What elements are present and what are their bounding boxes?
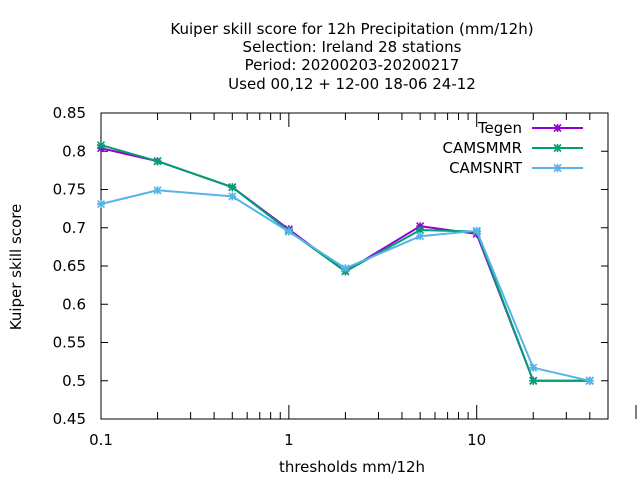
y-axis-label: Kuiper skill score <box>7 204 25 331</box>
y-tick-label: 0.45 <box>53 410 86 428</box>
legend: Tegen CAMSMMR CAMSNRT <box>442 119 583 177</box>
series-point <box>284 227 293 236</box>
x-axis-label: thresholds mm/12h <box>279 458 425 476</box>
series-line <box>100 144 590 382</box>
y-tick-label: 0.65 <box>53 257 86 275</box>
y-tick-label: 0.85 <box>53 104 86 122</box>
series-point <box>585 376 594 385</box>
legend-label: CAMSMMR <box>442 139 522 157</box>
title-line-2: Selection: Ireland 28 stations <box>243 38 462 56</box>
series-layer <box>96 141 594 385</box>
axes: 0.45 0.5 0.55 0.6 0.65 0.7 0.75 0.8 0.85 0.1 1 10 <box>53 104 637 449</box>
x-tick-label: 0.1 <box>89 431 113 449</box>
series-point <box>416 232 425 241</box>
legend-marker <box>553 143 562 153</box>
y-tick-label: 0.55 <box>53 334 86 352</box>
y-tick-label: 0.5 <box>62 372 86 390</box>
y-tick-label: 0.75 <box>53 181 86 199</box>
series-point <box>529 376 538 385</box>
legend-label: CAMSNRT <box>449 159 523 177</box>
series-point <box>228 183 237 192</box>
series-point <box>96 199 106 209</box>
series-point <box>153 157 162 166</box>
series-point <box>96 141 106 150</box>
title-line-1: Kuiper skill score for 12h Precipitation… <box>170 20 533 38</box>
legend-marker <box>553 123 562 133</box>
series-point <box>472 226 481 235</box>
series-point <box>341 264 350 273</box>
legend-marker <box>553 163 562 173</box>
series-point <box>228 192 237 201</box>
y-tick-label: 0.6 <box>62 295 86 313</box>
title-line-4: Used 00,12 + 12-00 18-06 24-12 <box>228 75 476 93</box>
y-tick-label: 0.8 <box>62 142 86 160</box>
legend-label: Tegen <box>477 119 522 137</box>
chart-title: Kuiper skill score for 12h Precipitation… <box>170 20 533 93</box>
series-point <box>153 186 162 195</box>
title-line-3: Period: 20200203-20200217 <box>245 56 460 74</box>
series-line <box>100 189 591 382</box>
x-tick-label: 10 <box>467 431 486 449</box>
series-point <box>416 225 425 235</box>
series-point <box>529 363 538 372</box>
y-tick-label: 0.7 <box>62 219 86 237</box>
x-tick-label: 1 <box>284 431 294 449</box>
